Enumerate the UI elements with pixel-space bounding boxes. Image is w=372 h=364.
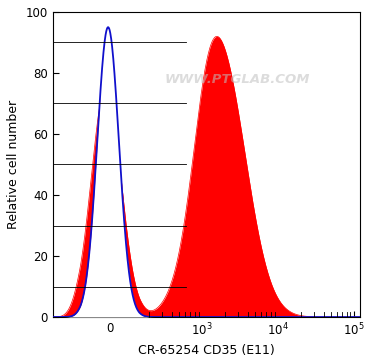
Text: WWW.PTGLAB.COM: WWW.PTGLAB.COM xyxy=(164,72,310,86)
Y-axis label: Relative cell number: Relative cell number xyxy=(7,100,20,229)
X-axis label: CR-65254 CD35 (E11): CR-65254 CD35 (E11) xyxy=(138,344,275,357)
